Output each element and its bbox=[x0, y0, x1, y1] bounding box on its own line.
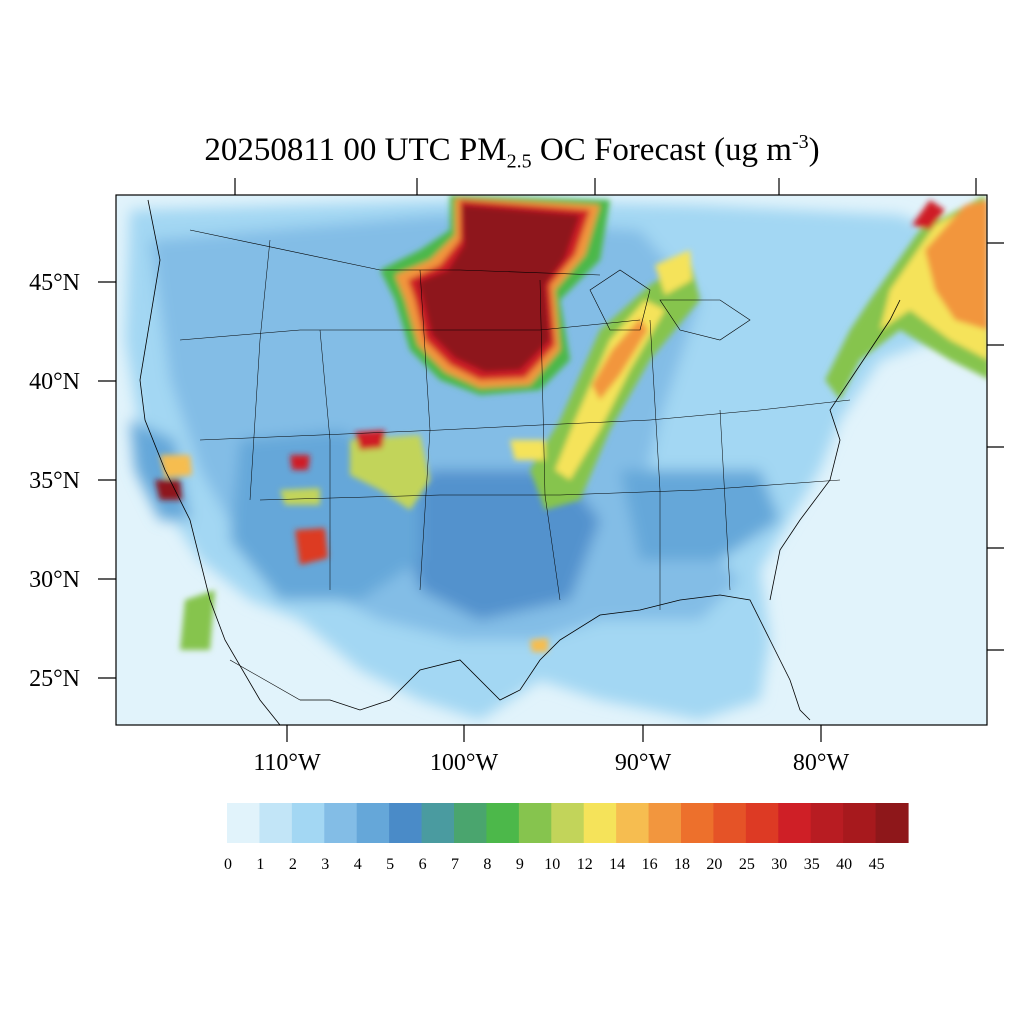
map-title: 20250811 00 UTC PM2.5 OC Forecast (ug m-… bbox=[0, 122, 1024, 182]
title-units: (ug m bbox=[714, 132, 792, 168]
colorbar-swatch bbox=[616, 803, 650, 843]
colorbar-tick-label: 6 bbox=[419, 856, 427, 873]
colorbar-swatch bbox=[778, 803, 812, 843]
colorbar-swatch bbox=[356, 803, 390, 843]
colorbar-swatch bbox=[454, 803, 488, 843]
west-coastline bbox=[139, 199, 281, 725]
colorbar-tick-label: 16 bbox=[642, 856, 658, 873]
colorbar-tick-label: 40 bbox=[836, 856, 852, 873]
lon-label-80w: 80°W bbox=[793, 750, 850, 776]
colorbar-tick-label: 25 bbox=[739, 856, 755, 873]
title-species-sub: 2.5 bbox=[506, 150, 532, 173]
colorbar-tick-label: 12 bbox=[577, 856, 593, 873]
state-lines-4 bbox=[249, 239, 271, 501]
colorbar-tick-label: 0 bbox=[224, 856, 232, 873]
colorbar-tick-label: 2 bbox=[289, 856, 297, 873]
title-species: PM bbox=[458, 132, 507, 168]
lon-label-100w: 100°W bbox=[430, 750, 499, 776]
colorbar-swatch bbox=[713, 803, 747, 843]
border-south bbox=[229, 659, 301, 701]
colorbar-tick-label: 35 bbox=[804, 856, 820, 873]
colorbar-swatch bbox=[291, 803, 325, 843]
colorbar-swatch bbox=[518, 803, 552, 843]
great-lakes-east bbox=[659, 299, 751, 341]
colorbar-tick-label: 4 bbox=[354, 856, 362, 873]
lat-label-25n: 25°N bbox=[29, 666, 80, 692]
state-lines-2 bbox=[199, 399, 851, 441]
gulf-coastline bbox=[300, 594, 811, 721]
lake-michigan bbox=[589, 269, 651, 331]
colorbar-swatch bbox=[486, 803, 520, 843]
colorbar-tick-label: 14 bbox=[609, 856, 625, 873]
map-field bbox=[116, 195, 987, 725]
state-lines-9 bbox=[719, 409, 731, 591]
title-units-close: ) bbox=[808, 132, 820, 168]
lat-label-35n: 35°N bbox=[29, 468, 80, 494]
colorbar-swatch bbox=[681, 803, 715, 843]
east-coastline bbox=[769, 299, 901, 601]
lat-label-45n: 45°N bbox=[29, 270, 80, 296]
colorbar-swatch bbox=[227, 803, 261, 843]
colorbar-swatch bbox=[324, 803, 358, 843]
colorbar-tick-label: 18 bbox=[674, 856, 690, 873]
state-lines-7 bbox=[539, 279, 561, 601]
colorbar-swatch bbox=[389, 803, 423, 843]
colorbar-tick-label: 5 bbox=[386, 856, 394, 873]
colorbar-tick-label: 10 bbox=[544, 856, 560, 873]
colorbar-tick-label: 7 bbox=[451, 856, 459, 873]
colorbar-swatch bbox=[259, 803, 293, 843]
boundaries bbox=[139, 199, 901, 725]
colorbar-swatch bbox=[843, 803, 877, 843]
colorbar-tick-label: 30 bbox=[771, 856, 787, 873]
colorbar-tick-label: 9 bbox=[516, 856, 524, 873]
colorbar-swatch bbox=[421, 803, 455, 843]
map-frame bbox=[115, 194, 988, 726]
state-lines-8 bbox=[649, 319, 661, 610]
state-lines-3 bbox=[259, 479, 841, 501]
colorbar-tick-label: 8 bbox=[483, 856, 491, 873]
colorbar-swatch bbox=[875, 803, 909, 843]
colorbar-swatch bbox=[551, 803, 585, 843]
colorbar-swatch bbox=[745, 803, 779, 843]
lat-label-40n: 40°N bbox=[29, 369, 80, 395]
title-units-sup: -3 bbox=[791, 131, 809, 153]
state-lines-6 bbox=[419, 269, 431, 591]
colorbar-tick-label: 1 bbox=[256, 856, 264, 873]
title-label: OC Forecast bbox=[539, 132, 706, 168]
state-lines-5 bbox=[319, 329, 331, 590]
lat-label-30n: 30°N bbox=[29, 567, 80, 593]
lon-label-90w: 90°W bbox=[615, 750, 672, 776]
colorbar: 0 1 2 3 4 5 6 7 8 9 10 12 14 16 18 20 25 30 35 40 45 bbox=[224, 803, 909, 873]
state-lines-1 bbox=[179, 319, 641, 341]
colorbar-tick-label: 20 bbox=[706, 856, 722, 873]
colorbar-tick-label: 3 bbox=[321, 856, 329, 873]
colorbar-tick-label: 45 bbox=[869, 856, 885, 873]
title-hour: 00 UTC bbox=[343, 132, 451, 168]
title-date: 20250811 bbox=[204, 132, 336, 168]
colorbar-swatch bbox=[810, 803, 844, 843]
colorbar-swatch bbox=[648, 803, 682, 843]
lon-label-110w: 110°W bbox=[253, 750, 321, 776]
colorbar-swatch bbox=[583, 803, 617, 843]
map-ticks bbox=[98, 178, 1004, 742]
